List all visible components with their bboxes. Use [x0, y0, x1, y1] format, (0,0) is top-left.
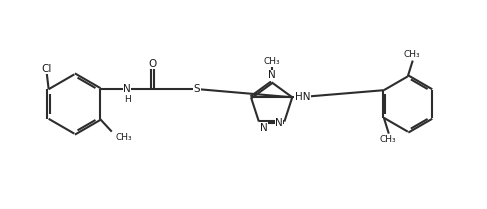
Text: CH₃: CH₃	[379, 135, 396, 144]
Text: H: H	[124, 95, 131, 104]
Text: CH₃: CH₃	[403, 50, 420, 59]
Text: CH₃: CH₃	[263, 57, 280, 66]
Text: Cl: Cl	[41, 64, 52, 74]
Text: N: N	[275, 117, 283, 127]
Text: N: N	[260, 122, 267, 133]
Text: CH₃: CH₃	[116, 133, 132, 142]
Text: N: N	[123, 84, 131, 94]
Text: N: N	[268, 70, 276, 80]
Text: S: S	[194, 84, 201, 94]
Text: O: O	[149, 59, 157, 69]
Text: HN: HN	[296, 92, 311, 102]
